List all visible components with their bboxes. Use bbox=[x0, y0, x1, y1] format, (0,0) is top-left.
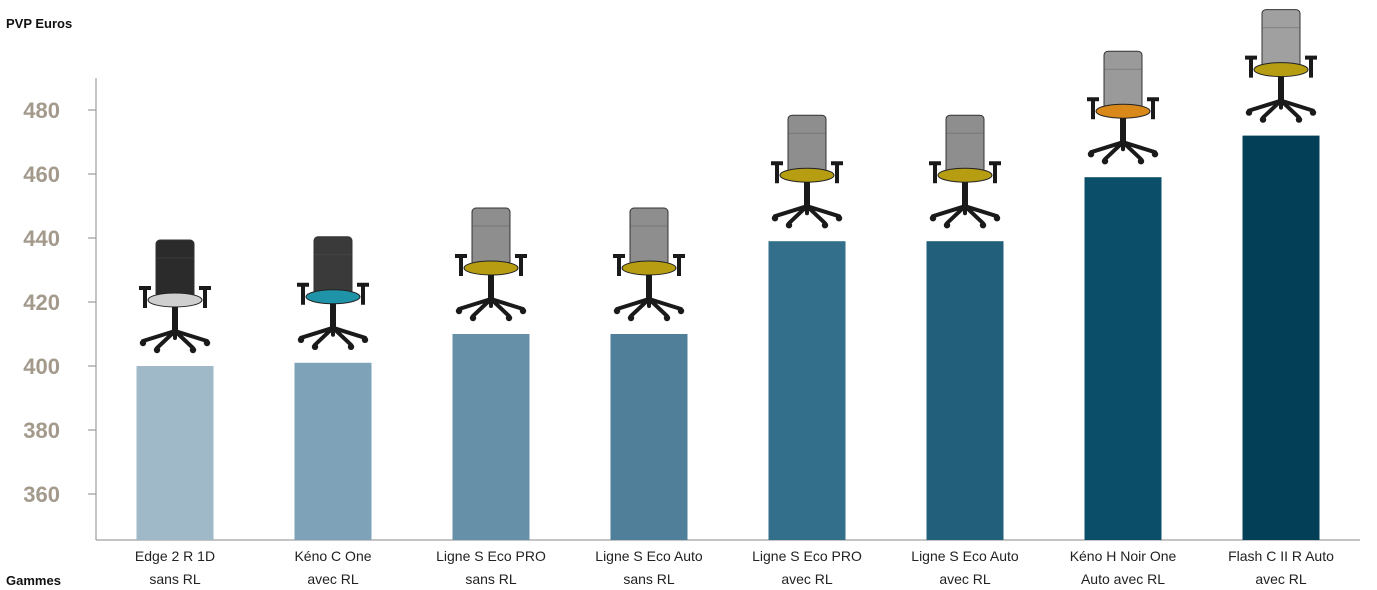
y-axis-title: PVP Euros bbox=[6, 16, 72, 31]
office-chair-yellow-seat-icon bbox=[771, 114, 843, 229]
bars bbox=[136, 135, 1320, 540]
y-tick-label: 480 bbox=[23, 98, 60, 123]
office-chair-yellow-seat-icon bbox=[929, 114, 1001, 229]
office-chair-yellow-seat-icon bbox=[1245, 9, 1317, 123]
bar bbox=[1084, 177, 1162, 540]
bar bbox=[768, 241, 846, 540]
x-tick-label: sans RL bbox=[465, 571, 517, 587]
x-tick-label: avec RL bbox=[781, 571, 833, 587]
y-tick-label: 440 bbox=[23, 226, 60, 251]
x-axis-ticks: Edge 2 R 1D sans RL Kéno C One avec RL Ligne… bbox=[135, 548, 1334, 587]
y-tick-label: 380 bbox=[23, 418, 60, 443]
bar bbox=[926, 241, 1004, 540]
x-tick-label: avec RL bbox=[1255, 571, 1307, 587]
x-tick-label: Kéno C One bbox=[294, 548, 371, 564]
x-tick-label: Auto avec RL bbox=[1081, 571, 1165, 587]
bar bbox=[136, 366, 214, 540]
x-tick-label: Edge 2 R 1D bbox=[135, 548, 215, 564]
y-tick-label: 400 bbox=[23, 354, 60, 379]
x-tick-label: Ligne S Eco Auto bbox=[911, 548, 1019, 564]
x-tick-label: Ligne S Eco PRO bbox=[436, 548, 546, 564]
office-chair-black-mesh-icon bbox=[139, 239, 211, 354]
x-tick-label: Ligne S Eco PRO bbox=[752, 548, 862, 564]
office-chair-orange-seat-icon bbox=[1087, 50, 1159, 165]
bar bbox=[1242, 135, 1320, 540]
bar bbox=[452, 334, 530, 540]
bar bbox=[610, 334, 688, 540]
bar bbox=[294, 362, 372, 540]
x-tick-label: sans RL bbox=[149, 571, 201, 587]
y-tick-label: 420 bbox=[23, 290, 60, 315]
office-chair-blue-seat-icon bbox=[297, 236, 369, 350]
x-tick-label: sans RL bbox=[623, 571, 675, 587]
y-tick-label: 460 bbox=[23, 162, 60, 187]
office-chair-yellow-seat-icon bbox=[613, 207, 685, 322]
y-tick-label: 360 bbox=[23, 482, 60, 507]
x-tick-label: Kéno H Noir One bbox=[1070, 548, 1177, 564]
x-tick-label: Flash C II R Auto bbox=[1228, 548, 1334, 564]
x-axis-title: Gammes bbox=[6, 573, 61, 588]
y-axis-ticks: 360 380 400 420 440 460 480 bbox=[23, 98, 96, 507]
office-chair-yellow-seat-icon bbox=[455, 207, 527, 322]
x-tick-label: avec RL bbox=[939, 571, 991, 587]
x-tick-label: Ligne S Eco Auto bbox=[595, 548, 703, 564]
x-tick-label: avec RL bbox=[307, 571, 359, 587]
chair-icons bbox=[139, 9, 1317, 354]
